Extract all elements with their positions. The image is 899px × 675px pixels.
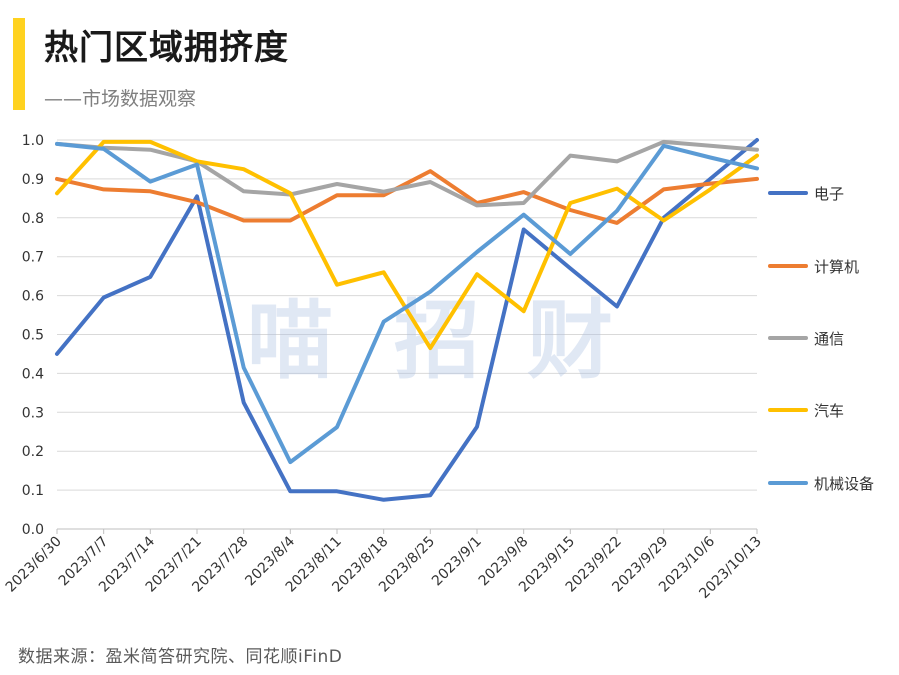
series-line-汽车 bbox=[55, 139, 759, 351]
chart-series bbox=[55, 138, 759, 502]
legend-label: 汽车 bbox=[814, 402, 844, 420]
x-tick-label: 2023/9/1 bbox=[429, 534, 485, 590]
title-accent-bar bbox=[13, 18, 25, 110]
y-tick-label: 1.0 bbox=[22, 133, 44, 149]
page-subtitle: ——市场数据观察 bbox=[44, 88, 197, 110]
line-chart: 喵招财 0.0 0.1 0.2 0.3 0.4 0.5 0.6 0.7 0.8 0.9 1.0 202… bbox=[3, 133, 874, 602]
watermark: 喵招财 bbox=[247, 291, 613, 391]
y-tick-label: 0.4 bbox=[22, 366, 44, 382]
y-tick-label: 0.1 bbox=[22, 483, 44, 499]
chart-axes: 0.0 0.1 0.2 0.3 0.4 0.5 0.6 0.7 0.8 0.9 1.0 2023/6/… bbox=[3, 133, 765, 602]
y-tick-label: 0.3 bbox=[22, 405, 44, 421]
series-line-机械设备 bbox=[55, 141, 759, 465]
y-tick-label: 0.5 bbox=[22, 328, 44, 344]
chart-grid bbox=[57, 139, 757, 491]
y-tick-label: 0.9 bbox=[22, 172, 44, 188]
y-tick-label: 0.8 bbox=[22, 211, 44, 227]
series-line-电子 bbox=[55, 138, 759, 502]
watermark-char: 财 bbox=[527, 291, 613, 391]
y-tick-label: 0.6 bbox=[22, 289, 44, 305]
legend-label: 计算机 bbox=[814, 258, 859, 276]
series-line-通信 bbox=[55, 139, 759, 208]
x-tick-label: 2023/6/30 bbox=[3, 534, 65, 596]
page-title: 热门区域拥挤度 bbox=[44, 28, 289, 68]
y-tick-label: 0.7 bbox=[22, 250, 44, 266]
data-source-note: 数据来源：盈米简答研究院、同花顺iFinD bbox=[18, 647, 343, 667]
legend-label: 通信 bbox=[814, 330, 844, 348]
watermark-char: 喵 bbox=[247, 291, 333, 391]
legend-label: 电子 bbox=[814, 185, 844, 203]
legend-label: 机械设备 bbox=[814, 475, 874, 493]
y-tick-label: 0.0 bbox=[22, 522, 44, 538]
y-tick-label: 0.2 bbox=[22, 444, 44, 460]
